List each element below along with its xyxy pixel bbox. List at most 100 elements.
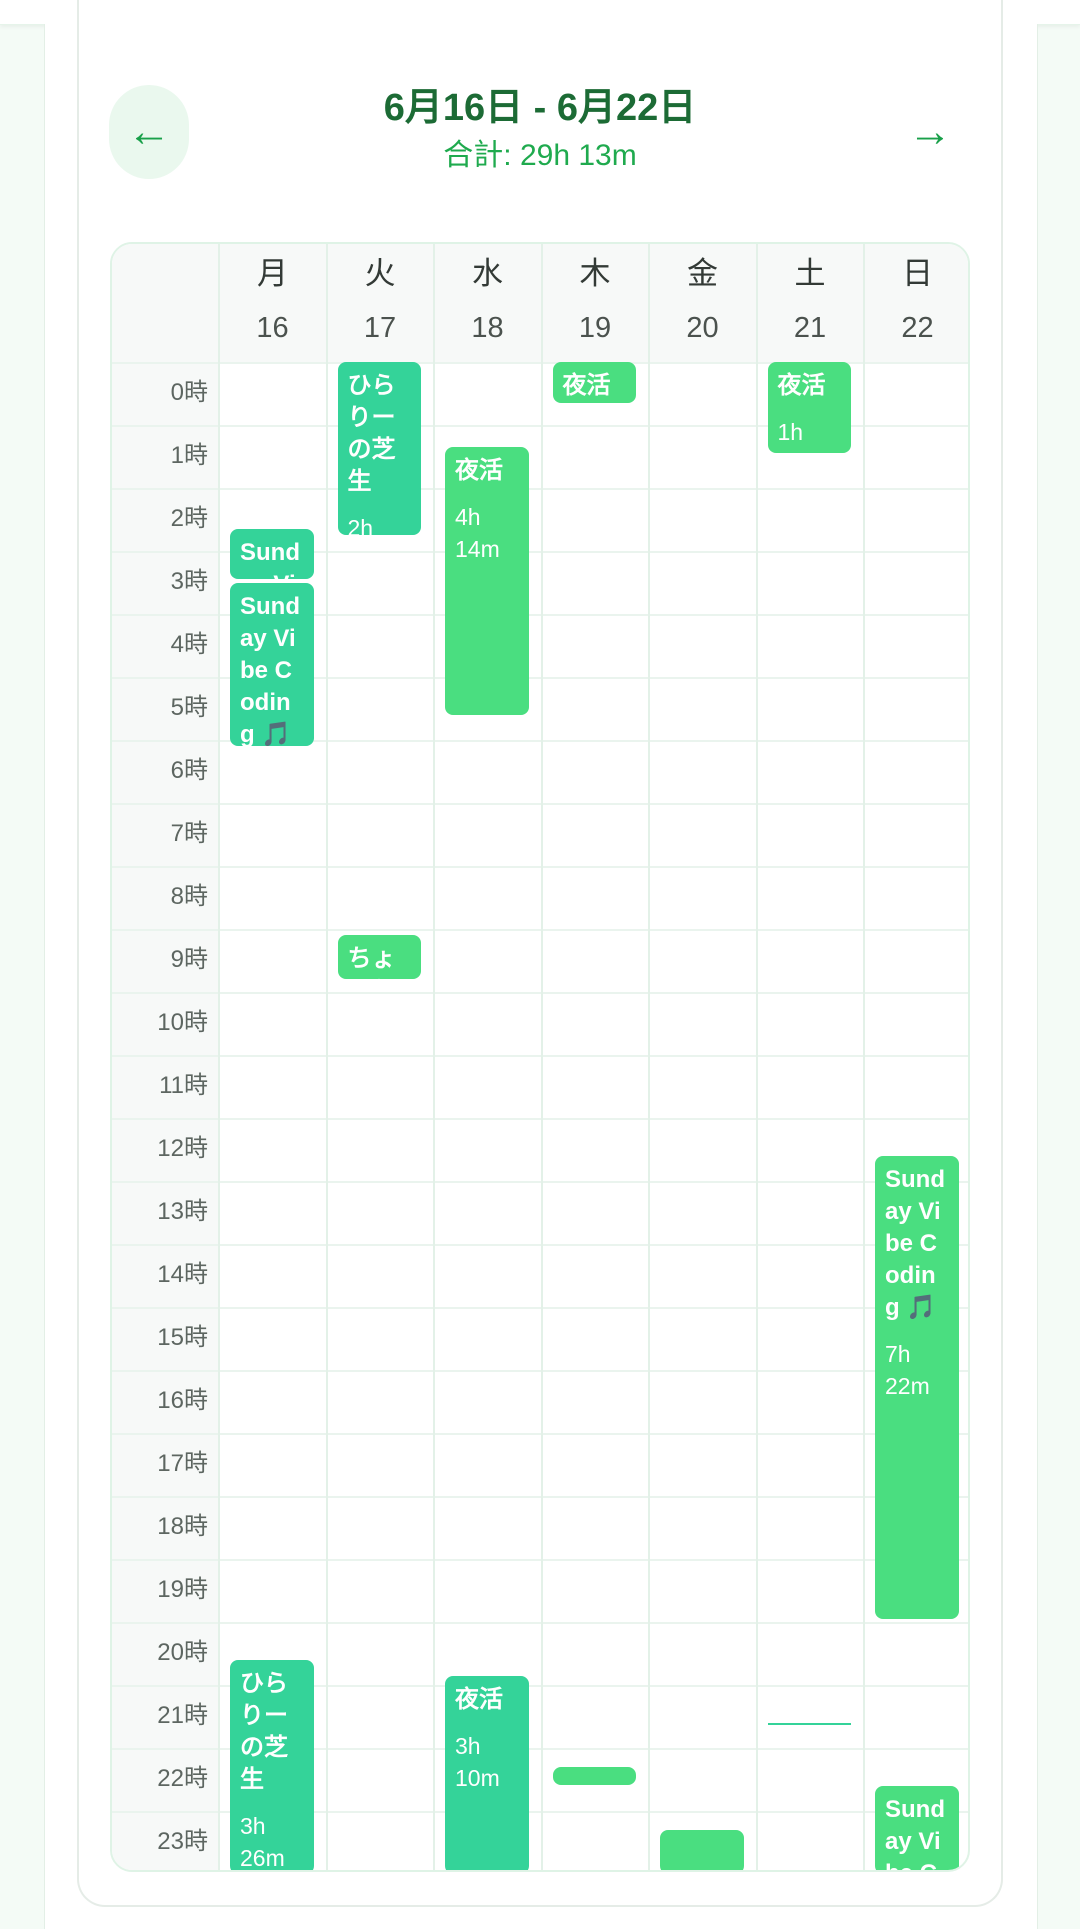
next-week-button[interactable]: → <box>890 85 970 179</box>
hour-label: 20時 <box>157 1639 208 1666</box>
hour-label: 13時 <box>157 1198 208 1225</box>
day-date: 21 <box>793 312 827 344</box>
hour-label: 7時 <box>170 820 208 847</box>
hour-row-line <box>112 1118 968 1120</box>
hour-row-line <box>112 362 968 364</box>
event-marker-line <box>767 1722 851 1725</box>
day-date: 19 <box>578 312 612 344</box>
hour-label: 12時 <box>157 1135 208 1162</box>
calendar-event[interactable] <box>552 1766 636 1785</box>
arrow-left-icon: ← <box>127 107 171 156</box>
day-date: 18 <box>471 312 504 344</box>
hour-row-line <box>112 425 968 427</box>
hour-label: 4時 <box>170 631 208 658</box>
day-date: 17 <box>363 312 397 344</box>
hour-row-line <box>112 1055 968 1057</box>
hour-row-line <box>112 929 968 931</box>
day-name: 水 <box>472 256 503 291</box>
hour-label: 0時 <box>170 379 208 406</box>
hour-row-line <box>112 803 968 805</box>
day-date: 22 <box>901 312 934 344</box>
event-title: Sunday Vibe Coding 🎵 <box>885 1165 945 1321</box>
hour-label: 21時 <box>157 1702 208 1729</box>
day-column-line <box>325 244 328 1870</box>
hour-row-line <box>112 614 968 616</box>
event-title: 夜活 <box>455 457 503 485</box>
hour-label: 6時 <box>170 757 208 784</box>
hour-label: 14時 <box>157 1261 208 1288</box>
event-duration: 1h <box>777 419 804 445</box>
day-column-line <box>218 244 220 1870</box>
event-title: Sunday Vibe Coding 🎵 <box>240 592 300 747</box>
hour-row-line <box>112 1559 968 1561</box>
hour-label: 22時 <box>157 1765 208 1792</box>
hour-label: 18時 <box>157 1513 208 1540</box>
hour-label: 10時 <box>157 1009 208 1036</box>
hour-row-line <box>112 1433 968 1435</box>
hour-label: 17時 <box>157 1450 208 1477</box>
hour-row-line <box>112 992 968 994</box>
hour-label: 15時 <box>157 1324 208 1351</box>
event-duration: 7h 22m <box>885 1340 930 1399</box>
hour-row-line <box>112 1685 968 1687</box>
day-name: 木 <box>579 256 611 291</box>
calendar-event[interactable]: Sunday Vibe Coding 🎵 7h 22m <box>875 1155 959 1619</box>
event-duration: 2h <box>347 515 374 536</box>
event-title: ちょっと <box>347 945 396 979</box>
hour-row-line <box>112 1748 968 1750</box>
calendar-grid: 0時 1時 2時 3時 4時 5時 6時 7時 8時 9時 10時 11時 12時 13時 14時 15時 16… <box>110 242 970 1872</box>
calendar-event[interactable]: 夜活 <box>552 362 636 403</box>
hour-label: 9時 <box>170 946 208 973</box>
hour-row-line <box>112 866 968 868</box>
calendar-event[interactable]: ひらりーの芝生 3h 26m <box>230 1659 314 1871</box>
day-header: 月 16 <box>219 244 326 362</box>
hour-row-line <box>112 1622 968 1624</box>
day-header-row <box>112 244 968 362</box>
calendar-event[interactable] <box>660 1829 744 1870</box>
day-header: 木 19 <box>542 244 649 362</box>
calendar-event[interactable]: 夜活 4h 14m <box>445 447 529 715</box>
arrow-right-icon: → <box>908 107 952 156</box>
day-column-line <box>755 244 758 1870</box>
calendar-event[interactable]: ちょっと <box>337 935 421 980</box>
hour-row-line <box>112 488 968 490</box>
hour-row-line <box>112 1496 968 1498</box>
hour-row-line <box>112 740 968 742</box>
calendar-event[interactable]: Sunday Vibe Coding 🎵 <box>875 1785 959 1870</box>
hour-row-line <box>112 1244 968 1246</box>
hour-label: 23時 <box>157 1828 208 1855</box>
hour-label: 3時 <box>170 568 208 595</box>
day-column-line <box>863 244 865 1870</box>
calendar-event[interactable]: Sunday Vibe Coding 🎵 <box>230 582 314 747</box>
day-header: 土 21 <box>757 244 864 362</box>
day-name: 火 <box>364 256 396 291</box>
hour-row-line <box>112 1370 968 1372</box>
hour-row-line <box>112 551 968 553</box>
day-name: 日 <box>902 256 933 291</box>
calendar-event[interactable]: 夜活 1h <box>767 362 851 454</box>
day-header: 日 22 <box>864 244 968 362</box>
event-duration: 4h 14m <box>455 504 500 563</box>
prev-week-button[interactable]: ← <box>109 85 189 179</box>
hour-label: 8時 <box>170 883 208 910</box>
day-name: 金 <box>687 256 718 291</box>
day-header: 火 17 <box>327 244 434 362</box>
event-title: Sunday Vibe Coding 🎵 <box>885 1795 945 1870</box>
hour-label: 2時 <box>170 505 208 532</box>
day-column-line <box>540 244 543 1870</box>
event-title: 夜活 <box>562 372 611 399</box>
hour-row-line <box>112 1307 968 1309</box>
event-duration: 3h 26m <box>240 1812 285 1871</box>
event-title: ひらりーの芝生 <box>347 372 396 495</box>
week-range-title: 6月16日 - 6月22日 <box>383 87 697 129</box>
calendar-event[interactable]: 夜活 3h 10m <box>445 1675 529 1870</box>
calendar-event[interactable]: Sunday Vibe Coding 🎵 <box>230 528 314 580</box>
hour-label: 11時 <box>159 1072 208 1099</box>
hour-label: 16時 <box>157 1387 208 1414</box>
calendar-event[interactable]: ひらりーの芝生 2h <box>337 362 421 536</box>
week-total-time: 合計: 29h 13m <box>443 139 637 172</box>
hour-label: 5時 <box>170 694 208 721</box>
hour-row-line <box>112 677 968 679</box>
event-title: Sunday Vibe Coding 🎵 <box>240 538 300 579</box>
event-title: ひらりーの芝生 <box>240 1669 288 1793</box>
